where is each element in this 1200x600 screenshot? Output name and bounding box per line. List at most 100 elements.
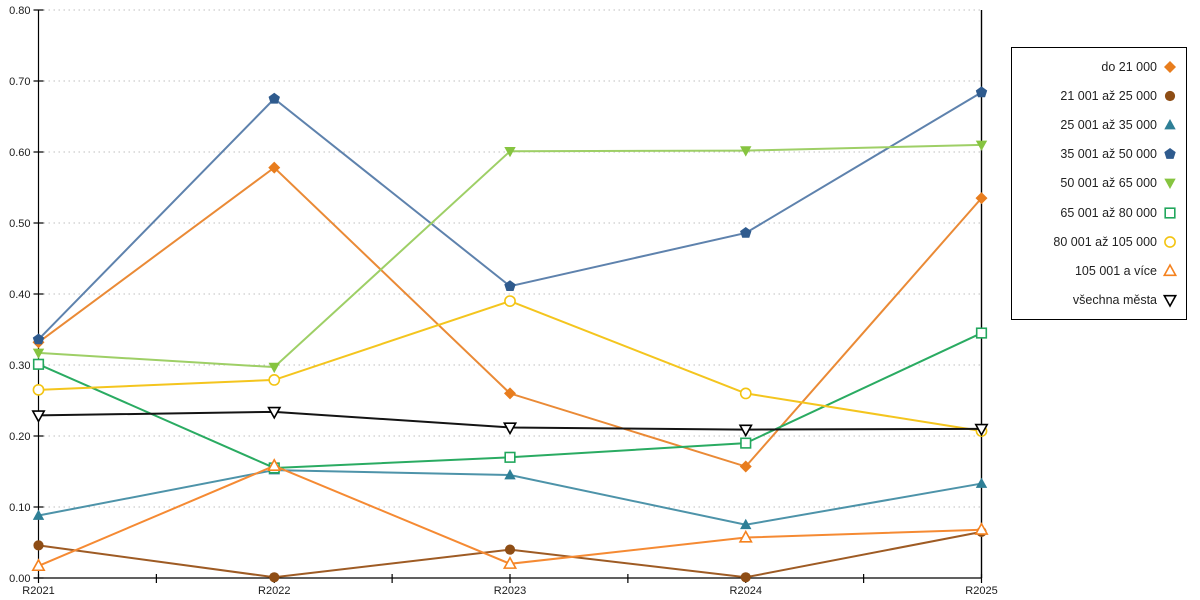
- pentagon-marker: [32, 333, 45, 345]
- circle-marker: [739, 387, 752, 400]
- pentagon-marker: [740, 226, 752, 238]
- circle-legend-icon: [1164, 236, 1176, 248]
- triangle-down-marker: [1162, 295, 1178, 309]
- triangle-up-legend-icon: [1164, 119, 1176, 130]
- circle-legend-icon: [1164, 90, 1176, 101]
- y-tick-label: 0.20: [9, 431, 30, 443]
- legend-item-8: 105 001 a více: [1016, 263, 1178, 279]
- circle-marker: [269, 572, 280, 583]
- circle-marker: [504, 295, 516, 307]
- legend-item-6: 65 001 až 80 000: [1016, 205, 1178, 221]
- circle-marker: [268, 374, 281, 386]
- legend-item-9: všechna města: [1016, 292, 1178, 309]
- legend-label: 50 001 až 65 000: [1060, 176, 1157, 191]
- series-9: [31, 406, 989, 438]
- circle-marker: [32, 383, 45, 396]
- triangle-up-marker: [31, 558, 46, 572]
- triangle-up-marker: [267, 458, 282, 471]
- square-marker: [504, 451, 516, 463]
- legend-label: všechna města: [1072, 293, 1157, 308]
- triangle-down-marker: [975, 140, 988, 151]
- series-6: [32, 327, 988, 474]
- x-tick-label: R2021: [22, 585, 54, 597]
- diamond-legend-icon: [1164, 60, 1176, 73]
- triangle-down-marker: [1164, 179, 1176, 190]
- triangle-up-marker: [975, 477, 988, 488]
- y-tick-label: 0.50: [9, 218, 30, 230]
- triangle-up-marker: [502, 556, 518, 569]
- pentagon-legend-icon: [1164, 148, 1176, 160]
- series-4: [32, 86, 988, 345]
- series-line: [38, 143, 982, 369]
- series-5: [32, 140, 988, 374]
- x-tick-label: R2022: [258, 585, 290, 597]
- circle-marker: [740, 572, 751, 583]
- square-marker: [1164, 207, 1176, 219]
- x-tick-label: R2025: [965, 585, 997, 597]
- square-marker: [740, 437, 752, 449]
- legend-label: 80 001 až 105 000: [1053, 234, 1157, 249]
- square-legend-icon: [1164, 207, 1176, 219]
- legend-label: 105 001 a více: [1074, 264, 1157, 279]
- legend-item-5: 50 001 až 65 000: [1016, 175, 1178, 191]
- triangle-down-marker: [268, 362, 280, 374]
- x-tick-label: R2023: [494, 585, 526, 597]
- square-marker: [975, 327, 988, 339]
- legend-label: 25 001 až 35 000: [1060, 118, 1157, 133]
- legend-item-4: 35 001 až 50 000: [1016, 146, 1178, 162]
- triangle-down-marker: [502, 422, 518, 436]
- triangle-down-marker: [31, 410, 46, 424]
- series-line: [37, 166, 983, 468]
- y-tick-label: 0.80: [9, 5, 30, 17]
- legend-label: 35 001 až 50 000: [1060, 147, 1157, 162]
- diamond-marker: [1164, 60, 1176, 73]
- triangle-up-marker: [974, 522, 989, 535]
- triangle-up-legend-icon: [1162, 263, 1178, 277]
- triangle-up-marker: [1164, 119, 1176, 130]
- diamond-marker: [268, 161, 281, 174]
- legend-item-7: 80 001 až 105 000: [1016, 234, 1178, 250]
- triangle-down-legend-icon: [1162, 295, 1178, 309]
- chart-legend: do 21 000 21 001 až 25 000 25 001 až 35 00…: [1011, 47, 1187, 320]
- y-tick-label: 0.70: [9, 76, 30, 88]
- series-line: [38, 300, 982, 433]
- x-tick-label: R2024: [730, 585, 762, 597]
- series-line: [38, 332, 982, 469]
- pentagon-marker: [268, 92, 280, 104]
- triangle-down-marker: [740, 146, 752, 157]
- triangle-down-marker: [504, 146, 516, 158]
- legend-item-3: 25 001 až 35 000: [1016, 117, 1178, 133]
- legend-label: 21 001 až 25 000: [1060, 88, 1157, 103]
- square-marker: [32, 358, 45, 370]
- series-1: [32, 161, 988, 473]
- pentagon-marker: [504, 280, 516, 292]
- circle-marker: [33, 540, 44, 551]
- series-3: [32, 464, 988, 530]
- series-8: [31, 458, 989, 572]
- legend-item-2: 21 001 až 25 000: [1016, 88, 1178, 104]
- y-tick-label: 0.60: [9, 147, 30, 159]
- triangle-up-marker: [738, 529, 753, 543]
- triangle-down-marker: [974, 423, 989, 437]
- triangle-up-marker: [504, 469, 516, 480]
- circle-marker: [504, 544, 516, 555]
- circle-marker: [1164, 236, 1176, 248]
- circle-marker: [1164, 90, 1176, 101]
- triangle-up-marker: [740, 518, 752, 530]
- diamond-marker: [975, 192, 988, 205]
- pentagon-marker: [975, 86, 988, 98]
- triangle-up-marker: [1162, 263, 1178, 277]
- series-7: [32, 295, 988, 437]
- y-tick-label: 0.10: [9, 502, 30, 514]
- triangle-down-legend-icon: [1164, 179, 1176, 190]
- triangle-down-marker: [267, 406, 282, 420]
- diamond-marker: [504, 387, 516, 400]
- diamond-marker: [739, 460, 752, 473]
- legend-label: do 21 000: [1101, 59, 1157, 74]
- triangle-down-marker: [32, 348, 45, 359]
- y-tick-label: 0.40: [9, 289, 30, 301]
- legend-item-1: do 21 000: [1016, 59, 1178, 75]
- legend-label: 65 001 až 80 000: [1060, 205, 1157, 220]
